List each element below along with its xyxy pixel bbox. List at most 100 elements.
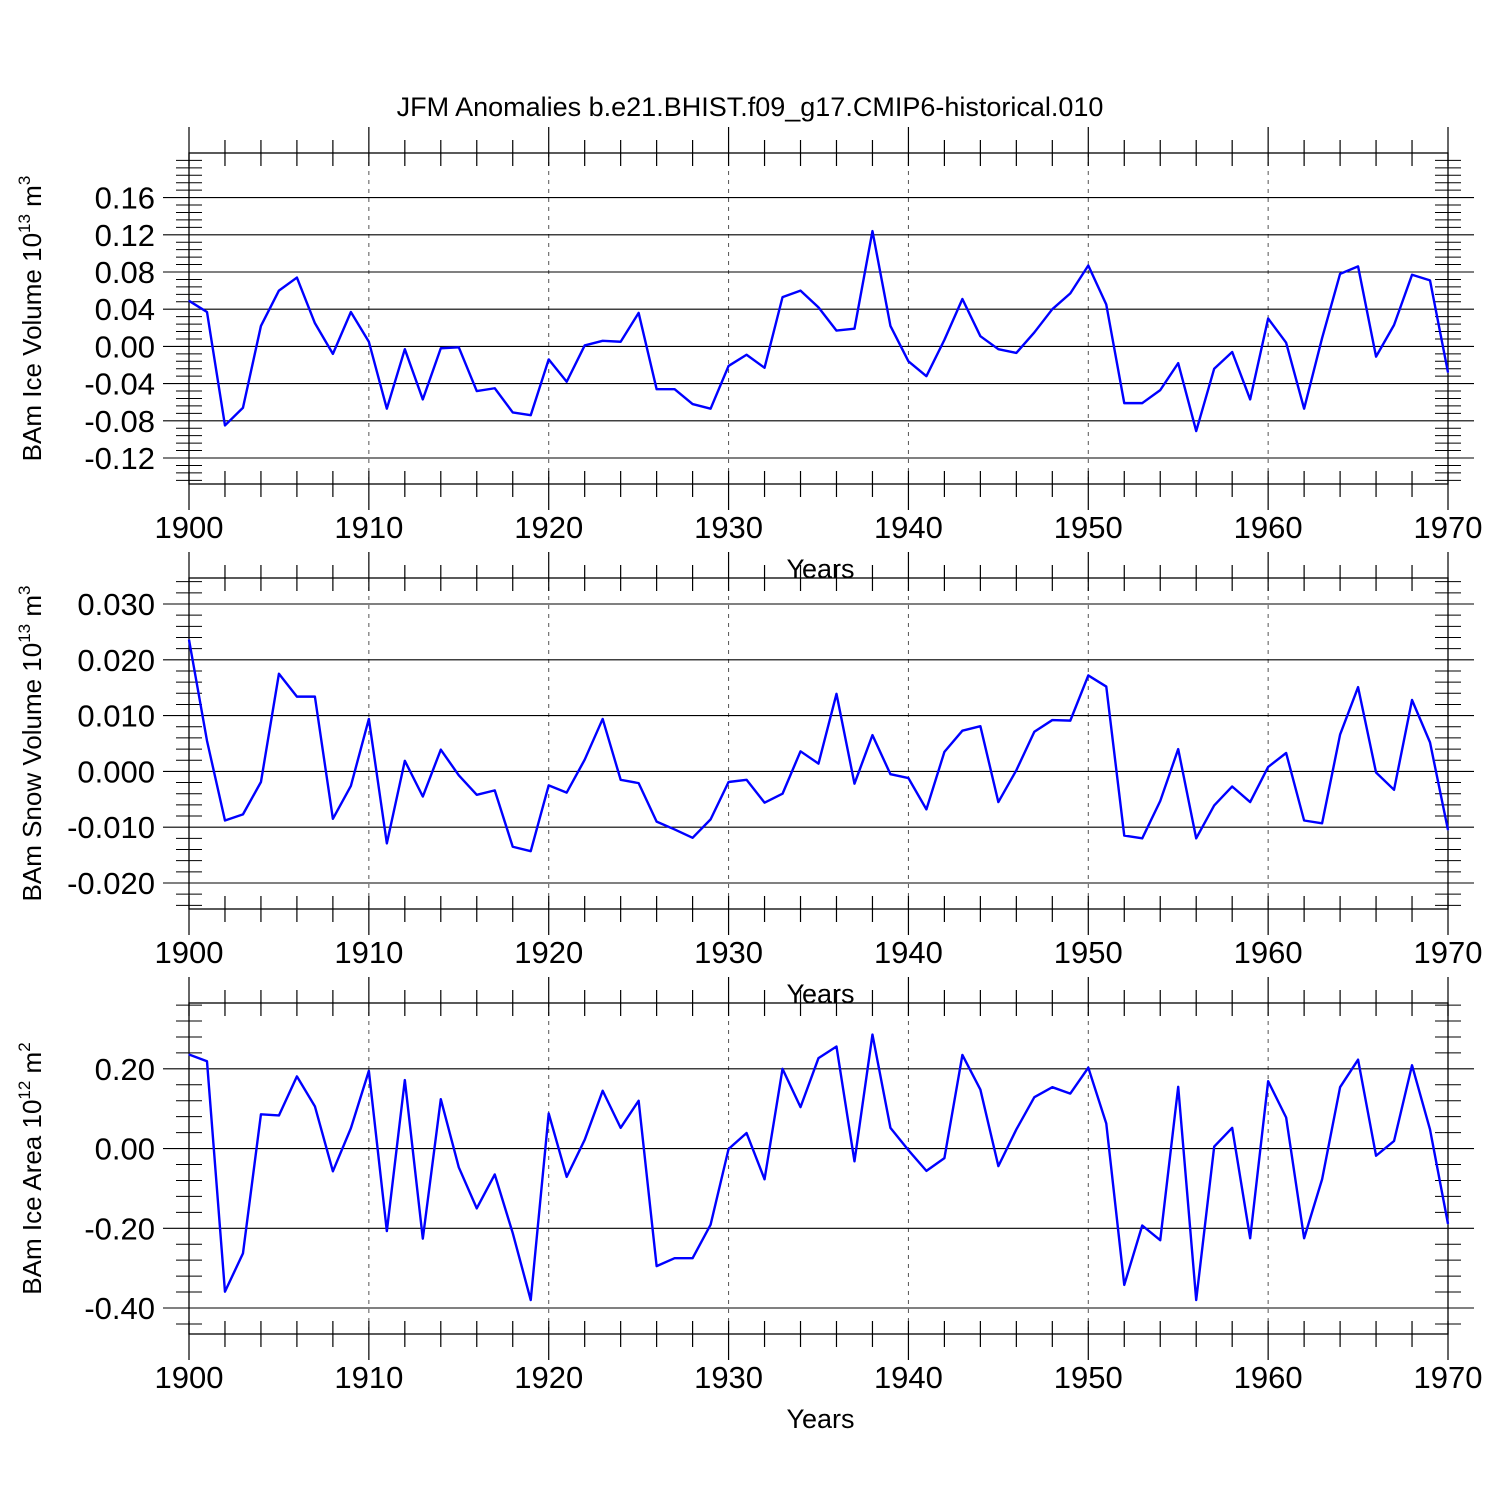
x-tick-label: 1910 (334, 510, 403, 545)
data-point (1429, 279, 1431, 281)
x-axis-label: Years (786, 1404, 854, 1434)
y-axis-label: BAm Ice Area 1012 m2 (15, 1042, 47, 1294)
data-point (1357, 265, 1359, 268)
data-point (1087, 1067, 1089, 1069)
data-point (476, 1207, 478, 1209)
x-tick-label: 1940 (874, 935, 943, 970)
data-point (440, 347, 442, 349)
data-point (1267, 317, 1269, 320)
data-point (853, 783, 856, 785)
data-point (709, 818, 712, 820)
data-point (404, 348, 406, 350)
data-point (674, 388, 676, 390)
data-point (566, 381, 568, 383)
data-point (925, 808, 928, 810)
data-point (188, 300, 190, 302)
x-tick-label: 1960 (1234, 510, 1303, 545)
series-line (188, 229, 1450, 433)
data-point (817, 1057, 820, 1059)
data-point (260, 781, 262, 783)
data-point (656, 821, 658, 823)
data-point (1285, 752, 1287, 754)
y-tick-label: 0.000 (77, 754, 155, 789)
data-point (512, 1232, 514, 1234)
figure-title: JFM Anomalies b.e21.BHIST.f09_g17.CMIP6-… (397, 92, 1104, 122)
data-point (979, 335, 981, 337)
data-point (1411, 1064, 1413, 1066)
y-tick-label: 0.16 (95, 181, 155, 216)
data-point (602, 340, 604, 342)
x-tick-label: 1950 (1054, 1360, 1123, 1395)
data-point (314, 322, 316, 324)
y-tick-label: -0.20 (84, 1211, 155, 1246)
data-point (422, 398, 424, 401)
x-tick-label: 1920 (514, 1360, 583, 1395)
x-tick-label: 1900 (155, 510, 224, 545)
data-point (314, 1105, 316, 1107)
data-point (260, 1113, 262, 1115)
data-point (350, 311, 352, 313)
data-point (494, 387, 496, 389)
data-point (548, 1112, 550, 1115)
data-point (566, 1176, 568, 1178)
y-tick-label: 0.00 (95, 1132, 155, 1167)
panel-ice-area: -0.40 -0.20 0.00 0.20 1900 1910 1920 1930 1940 19… (15, 977, 1482, 1434)
plot-frame (188, 152, 1449, 485)
data-point (1267, 766, 1269, 768)
x-tick-label: 1910 (334, 1360, 403, 1395)
data-point (1213, 368, 1215, 370)
data-point (386, 408, 388, 410)
panel-snow-volume: -0.020 -0.010 0.000 0.010 0.020 0.030 1900 1910… (15, 552, 1482, 1009)
data-point (350, 785, 352, 787)
data-point (494, 1173, 496, 1176)
data-point (1033, 731, 1035, 733)
data-point (907, 360, 910, 362)
data-point (386, 1230, 388, 1232)
x-tick-label: 1950 (1054, 510, 1123, 545)
data-point (1249, 1237, 1251, 1239)
data-point (674, 1257, 676, 1259)
data-point (566, 792, 568, 794)
data-point (727, 365, 730, 367)
data-point (943, 751, 946, 753)
y-tick-label: -0.08 (84, 404, 155, 439)
plot-frame (188, 577, 1449, 910)
data-point (745, 354, 748, 356)
data-point (871, 734, 874, 736)
x-tick-label: 1900 (155, 1360, 224, 1395)
data-point (727, 1148, 730, 1150)
data-point (602, 718, 604, 720)
data-point (709, 1224, 712, 1226)
data-point (1195, 1299, 1197, 1301)
y-tick-label: -0.40 (84, 1291, 155, 1326)
series-line (188, 1033, 1450, 1302)
data-point (512, 846, 514, 848)
data-point (638, 312, 640, 314)
y-axis-label: BAm Snow Volume 1013 m3 (15, 586, 47, 902)
data-point (242, 407, 244, 409)
x-tick-label: 1970 (1414, 1360, 1483, 1395)
data-point (727, 781, 730, 783)
data-point (1321, 822, 1323, 824)
data-point (224, 819, 226, 822)
data-point (1159, 1239, 1161, 1241)
data-point (1447, 1223, 1449, 1225)
data-point (997, 801, 999, 803)
y-tick-label: 0.12 (95, 218, 155, 253)
data-point (1069, 720, 1071, 722)
data-point (1195, 430, 1197, 432)
data-point (1141, 1224, 1143, 1227)
data-point (1051, 719, 1053, 721)
data-point (1393, 789, 1395, 791)
data-point (458, 346, 460, 348)
data-point (1159, 389, 1161, 391)
data-point (656, 1265, 658, 1267)
data-point (278, 673, 280, 675)
data-point (620, 341, 622, 343)
series-line (187, 639, 1450, 853)
data-point (674, 828, 676, 831)
data-point (1051, 308, 1053, 310)
data-point (799, 290, 802, 292)
data-point (494, 789, 496, 791)
